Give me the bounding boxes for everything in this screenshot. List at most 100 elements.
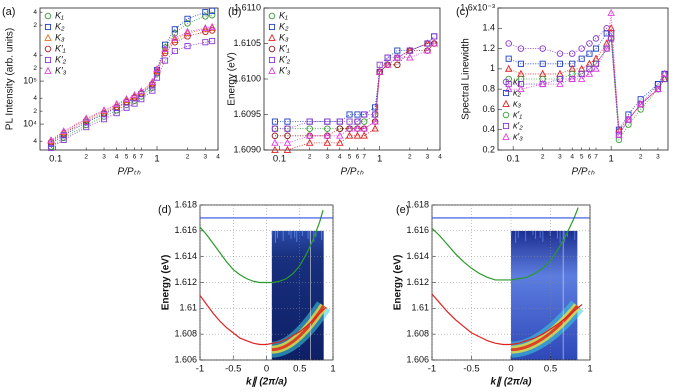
- y-tick-label: 0.4: [482, 124, 495, 134]
- y-tick-label: 4: [33, 9, 37, 16]
- x-axis-label: P/Pₜₕ: [340, 167, 364, 178]
- series-line: [274, 43, 435, 144]
- x-tick-label: 4: [438, 154, 442, 161]
- y-axis-label: Energy (eV): [161, 255, 172, 311]
- x-tick-label: 0.1: [49, 154, 62, 165]
- y-tick-label: 1.4: [482, 23, 495, 33]
- x-tick-label: 5: [125, 154, 129, 161]
- marker-triangle: [538, 79, 547, 87]
- marker-circle: [586, 40, 593, 47]
- marker-triangle: [47, 136, 55, 144]
- legend-label: K′₁: [55, 43, 66, 53]
- legend-marker: [268, 66, 276, 74]
- marker-square: [131, 100, 138, 107]
- marker-square: [209, 38, 216, 45]
- marker-square: [384, 54, 391, 61]
- x-tick-label: 1: [609, 154, 614, 165]
- marker-triangle: [602, 44, 611, 52]
- marker-triangle: [345, 131, 354, 139]
- series-line: [50, 26, 213, 141]
- y-tick-label: 1.614: [406, 251, 429, 261]
- marker-circle: [208, 27, 216, 34]
- marker-square: [586, 50, 593, 57]
- y-tick-label: 1.6090: [233, 144, 261, 154]
- x-tick-label: 3: [426, 154, 430, 161]
- x-tick-label: 2: [84, 154, 88, 161]
- marker-circle: [360, 118, 368, 125]
- marker-triangle: [171, 33, 179, 41]
- legend-marker: [502, 99, 510, 107]
- marker-square: [406, 47, 413, 54]
- legend-label: K₁: [55, 10, 64, 20]
- marker-triangle: [607, 8, 615, 16]
- series-line: [199, 210, 324, 284]
- legend-label: K₃: [279, 32, 289, 42]
- y-tick-label: 10⁵: [23, 75, 37, 85]
- marker-triangle: [654, 84, 662, 92]
- marker-triangle: [283, 138, 292, 146]
- axes-frame: [39, 7, 219, 151]
- panel-label: (c): [456, 6, 469, 18]
- marker-triangle: [161, 45, 169, 53]
- marker-square: [271, 118, 278, 125]
- series-line: [508, 28, 665, 131]
- marker-circle: [568, 50, 576, 57]
- marker-circle: [271, 132, 279, 140]
- marker-circle: [505, 40, 512, 47]
- marker-square: [324, 118, 331, 125]
- marker-square: [394, 47, 401, 54]
- series-line: [508, 13, 665, 137]
- marker-circle: [184, 20, 191, 27]
- legend-label: κ′₁: [513, 109, 522, 119]
- marker-triangle: [183, 27, 192, 35]
- marker-square: [372, 104, 379, 111]
- marker-triangle: [375, 67, 384, 75]
- marker-square: [161, 57, 169, 64]
- marker-square: [578, 55, 585, 62]
- legend-marker: [502, 122, 510, 130]
- x-tick-label: 2: [186, 154, 190, 161]
- x-tick-label: 6: [588, 154, 592, 161]
- y-axis-label: Energy (eV): [393, 255, 404, 311]
- x-axis-label: k∥ (2π/a): [246, 377, 288, 388]
- marker-triangle: [153, 67, 161, 75]
- marker-square: [384, 54, 391, 61]
- marker-triangle: [371, 117, 379, 125]
- marker-circle: [336, 125, 344, 132]
- emission-glow: [271, 304, 325, 352]
- marker-triangle: [577, 74, 586, 82]
- marker-square: [153, 74, 161, 81]
- x-tick-label: 4: [570, 154, 574, 161]
- legend-marker: [44, 23, 52, 31]
- y-tick-label: 4: [33, 95, 37, 102]
- legend-marker: [268, 33, 276, 41]
- marker-square: [505, 55, 512, 62]
- legend-label: κ′₃: [513, 131, 523, 141]
- marker-triangle: [371, 124, 379, 132]
- series-line: [508, 27, 665, 137]
- marker-circle: [171, 38, 179, 46]
- x-tick-label: 3: [325, 154, 329, 161]
- x-tick-label: 0.1: [273, 154, 286, 165]
- marker-triangle: [283, 145, 292, 153]
- legend-label: K₂: [279, 21, 289, 31]
- x-tick-label: 3: [204, 154, 208, 161]
- marker-circle: [208, 11, 216, 19]
- marker-triangle: [122, 95, 131, 103]
- y-tick-label: 10⁴: [23, 118, 37, 128]
- marker-circle: [371, 111, 379, 118]
- x-tick-label: 3: [656, 154, 660, 161]
- y-tick-label: 1.616: [174, 225, 197, 235]
- marker-triangle: [538, 69, 547, 77]
- marker-triangle: [423, 46, 432, 54]
- x-tick-label: 1: [587, 364, 592, 375]
- legend-label: K′₃: [279, 65, 291, 75]
- marker-circle: [517, 45, 525, 52]
- marker-square: [517, 60, 524, 67]
- marker-square: [113, 110, 120, 117]
- marker-square: [424, 40, 431, 47]
- marker-triangle: [585, 59, 594, 67]
- marker-square: [60, 136, 67, 143]
- x-tick-label: -1: [196, 364, 204, 375]
